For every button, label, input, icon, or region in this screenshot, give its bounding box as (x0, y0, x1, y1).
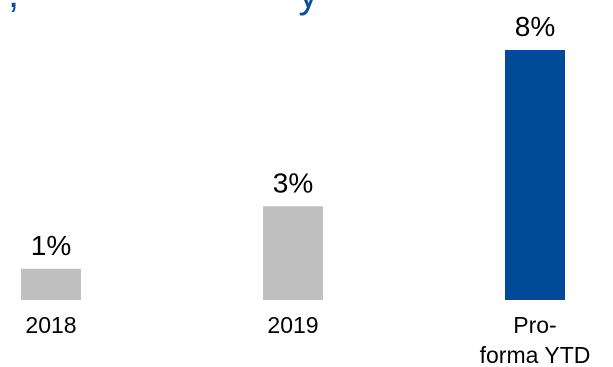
value-label-1: 3% (273, 167, 313, 198)
category-label-0: 2018 (25, 312, 76, 338)
category-label-1: 2019 (267, 312, 318, 338)
bar-1 (263, 206, 323, 300)
value-label-0: 1% (31, 230, 71, 261)
chart-title-text: , y (8, 0, 319, 14)
chart-title-fragment: , y (0, 0, 613, 16)
category-label-2-line-1: forma YTD (480, 342, 591, 367)
bar-2 (505, 50, 565, 300)
category-label-2-line-0: Pro- (513, 312, 556, 338)
value-label-2: 8% (515, 11, 555, 42)
bar-0 (21, 268, 81, 300)
